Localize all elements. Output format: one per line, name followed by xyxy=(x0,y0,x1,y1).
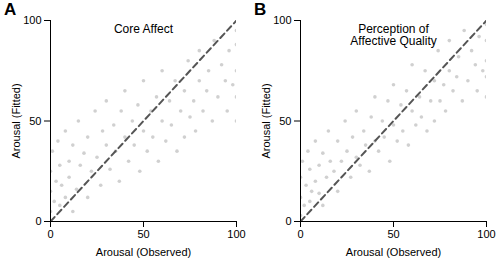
svg-text:50: 50 xyxy=(279,115,291,127)
svg-text:100: 100 xyxy=(273,14,291,26)
svg-text:100: 100 xyxy=(477,228,495,240)
svg-text:0: 0 xyxy=(47,228,53,240)
svg-text:Arousal (Fitted): Arousal (Fitted) xyxy=(260,83,272,158)
svg-text:0: 0 xyxy=(297,228,303,240)
svg-text:50: 50 xyxy=(137,228,149,240)
svg-text:Arousal (Fitted): Arousal (Fitted) xyxy=(10,83,22,158)
svg-text:0: 0 xyxy=(35,215,41,227)
svg-text:Arousal (Observed): Arousal (Observed) xyxy=(96,246,191,258)
svg-text:Arousal (Observed): Arousal (Observed) xyxy=(346,246,441,258)
svg-text:50: 50 xyxy=(387,228,399,240)
svg-text:Core Affect: Core Affect xyxy=(114,22,174,36)
html-text:A: A xyxy=(4,0,17,19)
html-text:B: B xyxy=(254,0,267,19)
svg-text:0: 0 xyxy=(285,215,291,227)
svg-text:Perception ofAffective Quality: Perception ofAffective Quality xyxy=(350,22,436,48)
svg-text:50: 50 xyxy=(29,115,41,127)
svg-text:100: 100 xyxy=(23,14,41,26)
svg-text:100: 100 xyxy=(227,228,245,240)
